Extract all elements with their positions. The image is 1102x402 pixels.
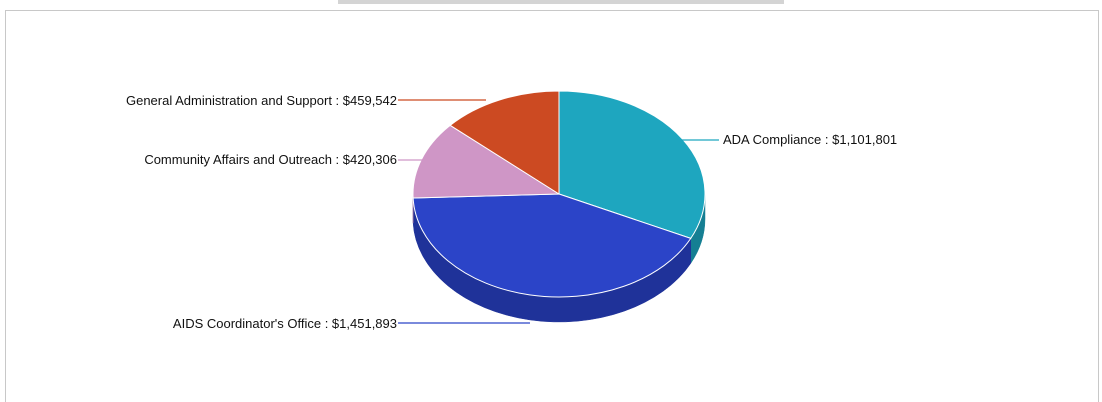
pie-slices	[413, 91, 705, 297]
slice-label: AIDS Coordinator's Office : $1,451,893	[173, 316, 397, 331]
slice-label: Community Affairs and Outreach : $420,30…	[144, 152, 397, 167]
slice-label: ADA Compliance : $1,101,801	[723, 132, 897, 147]
slice-label: General Administration and Support : $45…	[126, 93, 397, 108]
